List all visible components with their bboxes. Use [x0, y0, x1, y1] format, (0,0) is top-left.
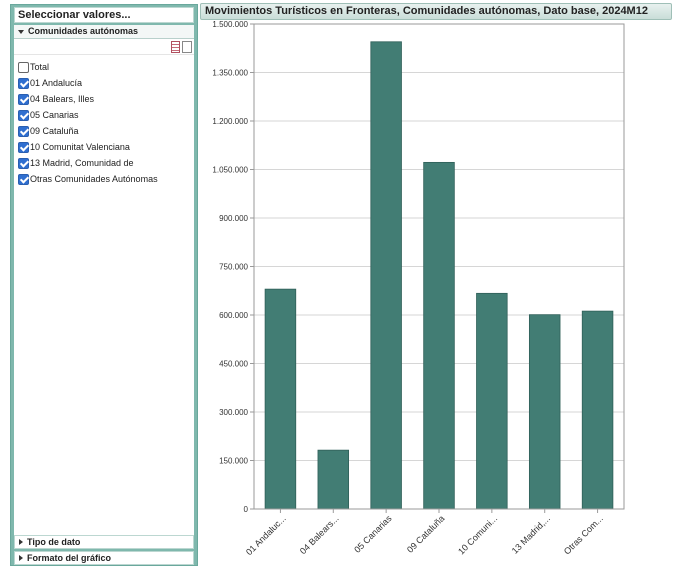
select-all-icon[interactable] [171, 41, 180, 53]
bar[interactable] [528, 314, 561, 510]
x-tick-label: 05 Canarias [352, 513, 394, 555]
list-item[interactable]: 13 Madrid, Comunidad de [14, 155, 194, 171]
x-tick-label: 01 Andaluc... [244, 513, 288, 557]
checkbox-checked[interactable] [18, 157, 29, 169]
comunidades-section: Comunidades autónomas Total 01 Andalucía 0… [14, 25, 194, 537]
y-tick-label: 900.000 [219, 214, 248, 223]
bar[interactable] [423, 161, 455, 510]
list-item-label: 10 Comunitat Valenciana [30, 142, 130, 152]
y-axis-ticks: 0 150.000 300.000 450.000 600.000 750.000 900.… [212, 20, 254, 514]
section-label: Comunidades autónomas [28, 26, 139, 36]
list-item[interactable]: Total [14, 59, 194, 75]
y-tick-label: 1.350.000 [212, 69, 248, 78]
caret-right-icon [19, 539, 23, 545]
list-item-label: 09 Cataluña [30, 126, 79, 136]
bar[interactable] [476, 292, 508, 510]
deselect-all-icon[interactable] [182, 41, 192, 53]
list-item-label: 05 Canarias [30, 110, 79, 120]
list-item-label: 04 Balears, Illes [30, 94, 95, 104]
comunidades-section-header[interactable]: Comunidades autónomas [14, 25, 194, 39]
x-tick-label: 09 Cataluña [405, 513, 446, 554]
x-tick-label: 10 Comuni... [456, 513, 499, 556]
values-list: Total 01 Andalucía 04 Balears, Illes 05 Can… [14, 55, 194, 187]
panel-title: Seleccionar valores... [14, 7, 194, 23]
bar[interactable] [317, 449, 350, 510]
list-item-label: Otras Comunidades Autónomas [30, 174, 158, 184]
selection-panel: Seleccionar valores... Comunidades autón… [10, 4, 198, 566]
x-tick-label: Otras Com... [562, 513, 605, 556]
y-tick-label: 450.000 [219, 360, 248, 369]
list-item-label: 13 Madrid, Comunidad de [30, 158, 134, 168]
y-tick-label: 1.200.000 [212, 117, 248, 126]
bars [264, 41, 614, 510]
y-tick-label: 750.000 [219, 263, 248, 272]
section-label: Formato del gráfico [27, 553, 112, 563]
list-item-label: Total [30, 62, 50, 72]
x-tick-label: 04 Balears... [298, 513, 341, 556]
y-tick-label: 0 [244, 505, 249, 514]
caret-right-icon [19, 555, 23, 561]
y-tick-label: 150.000 [219, 457, 248, 466]
checkbox-checked[interactable] [18, 125, 29, 137]
checkbox-checked[interactable] [18, 109, 29, 121]
list-item[interactable]: 01 Andalucía [14, 75, 194, 91]
section-tipo-de-dato[interactable]: Tipo de dato [14, 535, 194, 549]
y-tick-label: 600.000 [219, 311, 248, 320]
checkbox-checked[interactable] [18, 173, 29, 185]
checkbox-checked[interactable] [18, 93, 29, 105]
y-tick-label: 1.050.000 [212, 166, 248, 175]
caret-down-icon [18, 29, 24, 34]
list-item[interactable]: 10 Comunitat Valenciana [14, 139, 194, 155]
list-item[interactable]: 05 Canarias [14, 107, 194, 123]
bar-chart: 0 150.000 300.000 450.000 600.000 750.000 900.… [212, 20, 625, 557]
section-formato-grafico[interactable]: Formato del gráfico [14, 551, 194, 565]
list-item[interactable]: Otras Comunidades Autónomas [14, 171, 194, 187]
checkbox-checked[interactable] [18, 77, 29, 89]
chart-title: Movimientos Turísticos en Fronteras, Com… [200, 3, 672, 20]
x-tick-label: 13 Madrid,... [510, 513, 552, 555]
bar[interactable] [264, 288, 297, 510]
list-item[interactable]: 09 Cataluña [14, 123, 194, 139]
list-item-label: 01 Andalucía [30, 78, 83, 88]
bar[interactable] [581, 310, 614, 510]
checkbox-unchecked[interactable] [18, 61, 29, 73]
y-tick-label: 300.000 [219, 408, 248, 417]
y-tick-label: 1.500.000 [212, 20, 248, 29]
section-label: Tipo de dato [27, 537, 81, 547]
list-item[interactable]: 04 Balears, Illes [14, 91, 194, 107]
checkbox-checked[interactable] [18, 141, 29, 153]
bar[interactable] [370, 41, 402, 510]
plot-frame [253, 23, 625, 510]
x-axis-labels: 01 Andaluc... 04 Balears... 05 Canarias 09 … [244, 509, 605, 557]
list-toolbar [14, 39, 194, 55]
